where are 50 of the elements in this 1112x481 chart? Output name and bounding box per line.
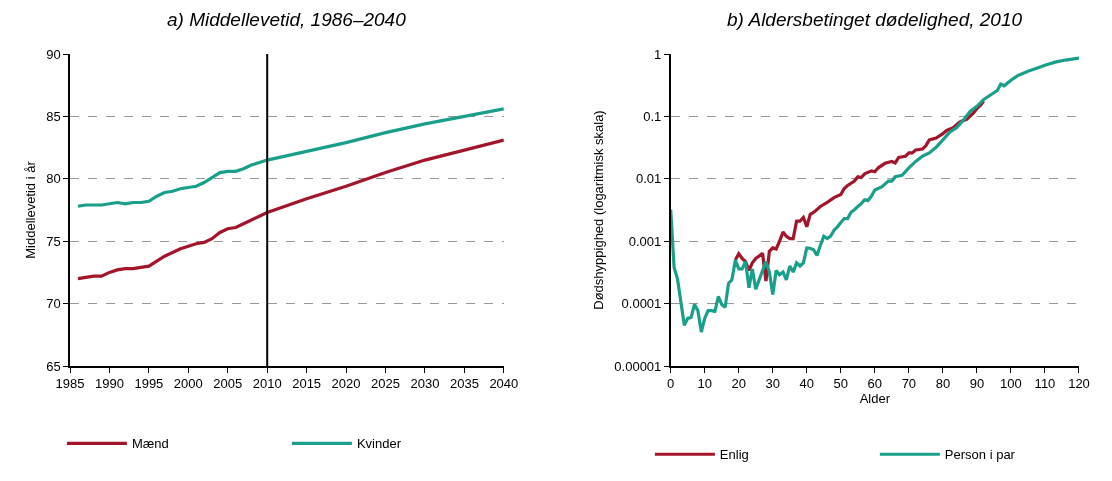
x-tick-label: 2040 xyxy=(489,376,519,392)
y-axis-title: Middellevetid i år xyxy=(22,160,38,259)
x-tick-label: 60 xyxy=(867,376,883,392)
line-series xyxy=(76,107,504,208)
chart-title: a) Middellevetid, 1986–2040 xyxy=(167,9,407,30)
y-tick-label: 0.1 xyxy=(643,108,662,124)
x-tick-label: 2010 xyxy=(252,376,282,392)
x-tick-label: 2030 xyxy=(410,376,440,392)
x-tick-label: 10 xyxy=(697,376,712,392)
legend-label: Kvinder xyxy=(356,436,402,452)
x-tick-label: 2000 xyxy=(173,376,203,392)
legend-label: Enlig xyxy=(719,447,749,463)
x-tick-label: 2025 xyxy=(371,376,400,392)
chart-title: b) Aldersbetinget dødelighed, 2010 xyxy=(727,9,1023,30)
x-tick-label: 30 xyxy=(765,376,780,392)
y-tick-label: 1 xyxy=(654,46,662,62)
y-tick-label: 65 xyxy=(46,358,61,374)
legend-label: Person i par xyxy=(944,447,1016,463)
y-axis-title: Dødshyppighed (logaritmisk skala) xyxy=(590,110,606,310)
x-tick-label: 2015 xyxy=(292,376,322,392)
x-tick-label: 2035 xyxy=(449,376,479,392)
x-tick-label: 1995 xyxy=(134,376,164,392)
y-tick-label: 0.001 xyxy=(628,233,662,249)
y-tick-label: 80 xyxy=(46,171,61,187)
x-tick-label: 110 xyxy=(1034,376,1056,392)
y-tick-label: 0.0001 xyxy=(621,296,662,312)
legend-label: Mænd xyxy=(131,436,169,452)
line-series xyxy=(670,56,1079,334)
x-tick-label: 100 xyxy=(1000,376,1022,392)
x-tick-label: 50 xyxy=(833,376,849,392)
x-tick-label: 120 xyxy=(1068,376,1090,392)
x-tick-label: 2005 xyxy=(213,376,243,392)
x-tick-label: 1985 xyxy=(55,376,85,392)
x-tick-label: 90 xyxy=(969,376,985,392)
y-tick-label: 0.00001 xyxy=(614,358,662,374)
x-tick-label: 0 xyxy=(667,376,675,392)
x-tick-label: 80 xyxy=(935,376,951,392)
y-tick-label: 0.01 xyxy=(636,171,662,187)
x-tick-label: 40 xyxy=(799,376,815,392)
y-tick-label: 70 xyxy=(46,296,61,312)
y-tick-label: 75 xyxy=(46,233,61,249)
line-series xyxy=(76,138,504,281)
x-tick-label: 1990 xyxy=(94,376,124,392)
y-tick-label: 85 xyxy=(46,108,61,124)
x-tick-label: 2020 xyxy=(331,376,361,392)
line-series xyxy=(733,99,986,283)
x-tick-label: 70 xyxy=(901,376,917,392)
y-tick-label: 90 xyxy=(46,46,61,62)
x-tick-label: 20 xyxy=(731,376,746,392)
x-axis-title: Alder xyxy=(859,391,891,407)
